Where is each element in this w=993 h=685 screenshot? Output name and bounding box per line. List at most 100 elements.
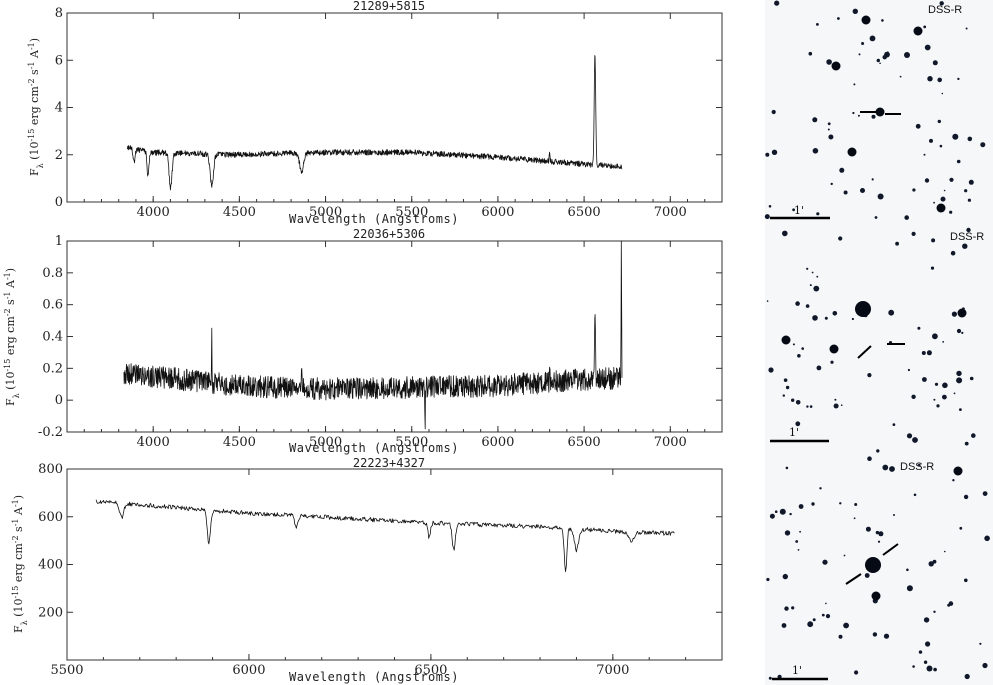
- star: [774, 510, 778, 513]
- star: [953, 392, 956, 395]
- star-field: [766, 456, 990, 680]
- star: [980, 142, 986, 148]
- spectrum-line: [126, 55, 623, 191]
- star: [933, 398, 936, 401]
- star: [904, 215, 909, 220]
- star: [824, 316, 828, 320]
- star: [962, 243, 968, 249]
- star: [768, 367, 774, 373]
- star: [809, 405, 813, 408]
- star: [968, 179, 974, 185]
- spectrum-panel-3: 22223+4327 5500 6000 6500 7000 200 400 600 800…: [11, 456, 723, 684]
- star: [933, 667, 937, 672]
- star: [816, 275, 819, 278]
- scale-bar-label: 1': [792, 664, 802, 677]
- star: [926, 665, 933, 672]
- star: [961, 331, 964, 334]
- star: [876, 449, 880, 453]
- star: [768, 676, 772, 680]
- x-axis-label: Wavelength (Angstroms): [289, 212, 459, 226]
- star: [952, 133, 959, 140]
- panel-title: 22223+4327: [353, 456, 425, 470]
- star: [825, 602, 827, 605]
- star: [917, 326, 921, 330]
- x-tick-label: 6500: [414, 663, 447, 678]
- star: [852, 111, 855, 115]
- dss-finder-image-1: DSS-R 1': [764, 0, 993, 228]
- bright-star: [847, 147, 857, 157]
- star: [805, 304, 810, 308]
- star: [925, 641, 931, 647]
- star: [933, 610, 936, 613]
- y-tick-label: 0.2: [42, 361, 63, 376]
- image-label: DSS-R: [950, 231, 984, 243]
- x-tick-label: 5000: [309, 435, 342, 450]
- y-tick-labels: -0.2 0 0.2 0.4 0.6 0.8 1: [38, 234, 63, 440]
- star: [828, 134, 834, 140]
- star: [881, 19, 884, 22]
- star: [982, 662, 988, 669]
- star: [952, 479, 955, 482]
- star: [811, 502, 815, 506]
- star: [940, 196, 946, 202]
- star: [877, 540, 881, 543]
- star: [813, 285, 820, 292]
- star: [944, 550, 946, 553]
- star: [930, 266, 935, 270]
- bright-star: [861, 15, 871, 25]
- star: [812, 315, 818, 321]
- x-tick-labels: 5500 6000 6500 7000: [50, 663, 629, 678]
- y-axis-label: Fλ (10-15 erg cm-2 s-1 A-1): [27, 38, 45, 176]
- star: [969, 376, 974, 381]
- y-tick-label: 0: [55, 393, 63, 408]
- star: [853, 517, 856, 520]
- star: [912, 665, 915, 668]
- star: [781, 623, 787, 628]
- star: [963, 494, 969, 500]
- star: [942, 382, 948, 389]
- star: [840, 404, 843, 407]
- star: [959, 408, 962, 411]
- star: [816, 365, 822, 371]
- star: [937, 119, 941, 124]
- star: [967, 198, 972, 202]
- star: [816, 23, 819, 26]
- star: [956, 328, 962, 334]
- star: [936, 404, 940, 408]
- star: [792, 208, 795, 212]
- star: [854, 503, 858, 506]
- plot-frame: [66, 468, 723, 661]
- y-tick-label: 4: [55, 101, 63, 116]
- x-tick-label: 4000: [137, 435, 170, 450]
- x-tick-label: 6500: [568, 205, 601, 220]
- plot-frame: [66, 12, 723, 203]
- star: [942, 341, 945, 343]
- star: [982, 491, 988, 496]
- star: [782, 573, 788, 580]
- star: [882, 464, 889, 471]
- y-tick-label: 2: [55, 148, 63, 163]
- star: [806, 267, 809, 270]
- star: [779, 508, 786, 515]
- star: [782, 394, 785, 397]
- star: [939, 144, 943, 148]
- star: [869, 35, 876, 42]
- star: [942, 394, 947, 400]
- star: [797, 549, 800, 551]
- star: [951, 311, 958, 317]
- star: [883, 633, 890, 639]
- y-tick-label: 0.4: [42, 330, 63, 345]
- bright-star: [913, 26, 923, 36]
- star: [853, 83, 856, 86]
- scale-bar-label: 1': [789, 426, 799, 439]
- target-marker-right: [882, 543, 899, 556]
- star: [771, 109, 776, 115]
- star: [931, 238, 936, 243]
- star: [838, 634, 843, 639]
- star: [943, 189, 946, 192]
- star: [872, 632, 878, 637]
- star: [785, 385, 790, 390]
- star: [791, 606, 795, 610]
- y-axis-label: Fλ (10-15 erg cm-2 s-1 A-1): [11, 495, 29, 633]
- star: [966, 227, 971, 233]
